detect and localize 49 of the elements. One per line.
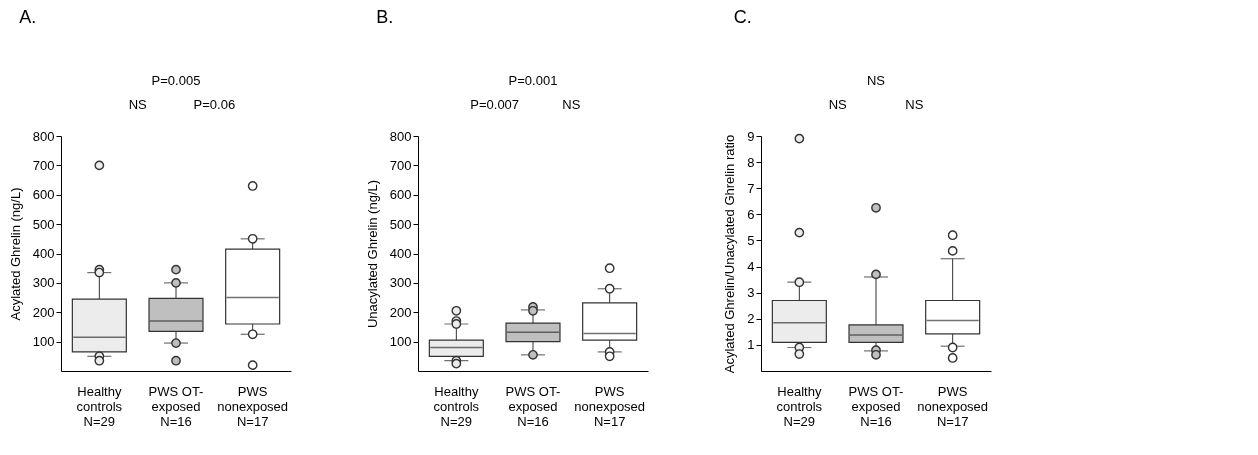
y-tick-label: 800: [32, 128, 55, 144]
text: P=0.005: [151, 73, 201, 88]
y-tick-label: 1: [747, 337, 755, 353]
x-tick-label: PWS nonexposed N=17: [574, 383, 646, 429]
y-tick-label: 200: [32, 304, 55, 320]
y-tick-label: 700: [32, 157, 55, 173]
y-tick-label: 3: [747, 285, 755, 301]
y-tick-label: 500: [389, 216, 412, 232]
x-tick-label: PWS OT- exposed N=16: [148, 383, 204, 429]
y-tick-label: 600: [32, 187, 55, 203]
y-tick-label: 4: [747, 259, 755, 275]
y-tick-label: 400: [389, 246, 412, 261]
x-tick-label: Healthy controls N=29: [776, 383, 823, 429]
y-tick-label: 500: [32, 216, 55, 232]
chart-title: A.: [19, 7, 37, 27]
text: P=0.007: [470, 97, 520, 112]
y-tick-label: 300: [32, 275, 55, 291]
y-tick-label: 5: [747, 232, 755, 248]
y-tick-label: 400: [32, 246, 55, 261]
y-tick-label: 600: [389, 187, 412, 203]
chart-title: C.: [733, 7, 752, 27]
y-tick-label: 100: [32, 334, 55, 350]
text: P=0.001: [508, 73, 558, 88]
y-tick-label: 100: [389, 334, 412, 350]
x-tick-label: Healthy controls N=29: [76, 383, 123, 429]
text: NS: [562, 97, 581, 112]
text: NS: [128, 97, 148, 112]
y-tick-label: 700: [389, 157, 412, 173]
y-tick-label: 200: [389, 304, 412, 320]
y-tick-label: 6: [747, 206, 755, 222]
chart-title: B.: [376, 7, 394, 27]
x-tick-label: PWS OT- exposed N=16: [505, 383, 561, 429]
y-tick-label: 8: [747, 154, 755, 170]
y-tick-label: 9: [747, 128, 755, 144]
x-tick-label: PWS OT- exposed N=16: [848, 383, 904, 429]
text: NS: [905, 97, 924, 112]
text: P=0.06: [193, 97, 236, 112]
y-tick-label: 300: [389, 275, 412, 291]
text: NS: [866, 73, 886, 88]
x-tick-label: Healthy controls N=29: [433, 383, 480, 429]
text: NS: [828, 97, 848, 112]
y-tick-label: 2: [747, 311, 755, 327]
x-tick-label: PWS nonexposed N=17: [217, 383, 289, 429]
y-tick-label: 7: [747, 180, 755, 196]
y-tick-label: 800: [389, 128, 412, 144]
y-axis-title: Acylated Ghrelin/Unacylated Ghrelin ratio: [722, 134, 738, 374]
x-tick-label: PWS nonexposed N=17: [917, 383, 989, 429]
y-axis-title: Unacylated Ghrelin (ng/L): [364, 179, 380, 329]
y-axis-title: Acylated Ghrelin (ng/L): [7, 187, 23, 321]
